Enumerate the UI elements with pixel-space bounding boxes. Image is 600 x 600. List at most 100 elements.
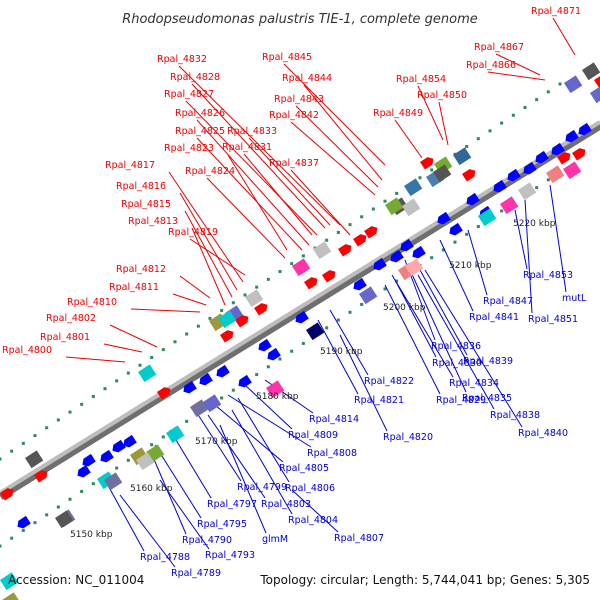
gene-block bbox=[1, 592, 21, 600]
reverse-leader-line bbox=[169, 429, 212, 499]
reverse-leader-line bbox=[237, 397, 290, 483]
kbp-tick-label: 5160 kbp bbox=[130, 484, 173, 494]
forward-leader-line bbox=[290, 121, 376, 196]
reverse-leader-line bbox=[467, 229, 488, 296]
forward-gene bbox=[353, 234, 367, 247]
gene-block bbox=[403, 178, 423, 197]
reverse-leader-line bbox=[384, 284, 441, 395]
inner-tick-dot bbox=[220, 396, 224, 400]
reverse-gene bbox=[295, 310, 309, 324]
gene-labels: Rpal_4871 Rpal_4867 Rpal_4866 Rpal_4854 Rpal… bbox=[2, 6, 587, 579]
forward-leader-line bbox=[438, 101, 449, 146]
forward-gene-label: Rpal_4810 bbox=[67, 297, 117, 308]
inner-tick-dot bbox=[80, 489, 84, 493]
reverse-gene bbox=[449, 222, 463, 236]
reverse-leader-line bbox=[214, 404, 284, 463]
reverse-gene bbox=[258, 338, 272, 352]
reverse-gene-label: Rpal_4820 bbox=[383, 432, 433, 443]
outer-tick-dot bbox=[0, 457, 2, 461]
outer-tick-dot bbox=[68, 410, 72, 414]
reverse-gene-label: Rpal_4835 bbox=[462, 393, 512, 404]
forward-gene-label: Rpal_4813 bbox=[128, 216, 178, 227]
inner-tick-dot bbox=[325, 326, 329, 330]
reverse-leader-line bbox=[514, 209, 528, 270]
outer-tick-dot bbox=[558, 82, 562, 86]
reverse-gene-label: Rpal_4847 bbox=[483, 296, 533, 307]
outer-tick-dot bbox=[185, 332, 189, 336]
inner-tick-dot bbox=[336, 318, 340, 322]
forward-gene-label: Rpal_4867 bbox=[474, 42, 524, 53]
inner-tick-dot bbox=[91, 482, 95, 486]
kbp-tick-label: 5170 kbp bbox=[195, 437, 238, 447]
forward-gene-label: Rpal_4812 bbox=[116, 264, 166, 275]
kbp-tick-label: 5200 kbp bbox=[383, 303, 426, 313]
forward-leader-line bbox=[552, 17, 576, 56]
forward-gene-label: Rpal_4800 bbox=[2, 345, 52, 356]
forward-leader-line bbox=[109, 324, 158, 348]
reverse-leader-line bbox=[317, 319, 359, 395]
gene-features bbox=[0, 62, 600, 600]
reverse-leader-line bbox=[119, 494, 176, 568]
reverse-gene-label: Rpal_4790 bbox=[182, 535, 232, 546]
reverse-leader-line bbox=[159, 479, 210, 550]
reverse-gene bbox=[183, 380, 197, 394]
reverse-gene bbox=[412, 245, 426, 259]
outer-tick-dot bbox=[430, 168, 434, 172]
forward-gene-label: Rpal_4850 bbox=[417, 90, 467, 101]
forward-gene-label: Rpal_4802 bbox=[46, 313, 96, 324]
reverse-gene-label: Rpal_4814 bbox=[309, 414, 359, 425]
forward-leader-line bbox=[394, 119, 423, 159]
forward-gene-label: Rpal_4842 bbox=[269, 110, 319, 121]
gene-block bbox=[104, 472, 123, 491]
gene-block bbox=[404, 258, 424, 277]
forward-gene-label: Rpal_4828 bbox=[170, 72, 220, 83]
reverse-gene bbox=[77, 464, 91, 478]
reverse-gene-label: Rpal_4807 bbox=[334, 533, 384, 544]
outer-tick-dot bbox=[138, 363, 142, 367]
inner-tick-dot bbox=[231, 388, 235, 392]
inner-tick-dot bbox=[10, 536, 14, 540]
inner-tick-dot bbox=[45, 513, 49, 517]
gene-block bbox=[590, 85, 600, 104]
forward-leader-line bbox=[185, 100, 318, 236]
inner-tick-dot bbox=[500, 209, 504, 213]
outer-tick-dot bbox=[290, 262, 294, 266]
forward-leader-line bbox=[103, 343, 143, 353]
inner-tick-dot bbox=[33, 521, 37, 525]
inner-tick-dot bbox=[21, 528, 25, 532]
reverse-gene bbox=[523, 161, 537, 175]
reverse-gene bbox=[199, 372, 213, 386]
reverse-gene bbox=[400, 238, 414, 252]
gene-block bbox=[453, 147, 472, 166]
reverse-gene-label: Rpal_4821 bbox=[354, 395, 404, 406]
reverse-gene bbox=[578, 122, 592, 136]
forward-leader-line bbox=[495, 53, 541, 76]
forward-gene-label: Rpal_4823 bbox=[164, 143, 214, 154]
forward-leader-line bbox=[130, 308, 201, 313]
reverse-gene bbox=[565, 129, 579, 143]
reverse-gene-label: Rpal_4799 bbox=[237, 482, 287, 493]
forward-gene-label: Rpal_4817 bbox=[105, 160, 155, 171]
forward-gene bbox=[594, 75, 600, 88]
reverse-gene-label: Rpal_4841 bbox=[469, 312, 519, 323]
forward-gene-label: Rpal_4815 bbox=[121, 199, 171, 210]
inner-tick-dot bbox=[161, 435, 165, 439]
forward-gene-label: Rpal_4854 bbox=[396, 74, 446, 85]
forward-gene-label: Rpal_4837 bbox=[269, 158, 319, 169]
inner-tick-dot bbox=[126, 458, 130, 462]
inner-tick-dot bbox=[150, 443, 154, 447]
forward-leader-line bbox=[303, 84, 383, 181]
reverse-leader-line bbox=[329, 309, 369, 376]
reverse-gene bbox=[390, 249, 404, 263]
reverse-leader-line bbox=[154, 444, 202, 519]
gene-block bbox=[138, 364, 157, 383]
forward-leader-line bbox=[196, 137, 303, 251]
forward-leader-line bbox=[191, 83, 326, 229]
gene-block bbox=[136, 452, 155, 471]
reverse-gene-label: Rpal_4853 bbox=[523, 270, 573, 281]
forward-leader-line bbox=[179, 275, 211, 299]
inner-tick-dot bbox=[255, 373, 259, 377]
forward-gene-label: Rpal_4801 bbox=[40, 332, 90, 343]
outer-tick-dot bbox=[546, 90, 550, 94]
forward-leader-line bbox=[206, 177, 286, 259]
